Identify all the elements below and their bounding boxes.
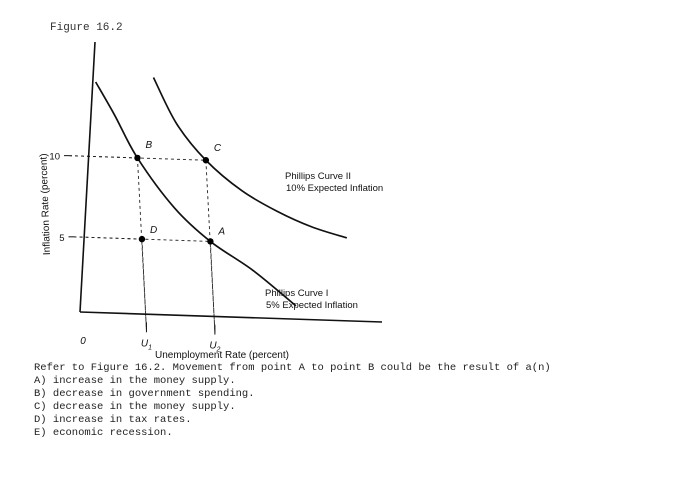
- point-label-D: D: [150, 225, 157, 236]
- figure-label: Figure 16.2: [50, 22, 123, 34]
- guide-v-C: [205, 160, 216, 333]
- x-axis-label: Unemployment Rate (percent): [155, 350, 289, 360]
- series-label-1-line-2: 5% Expected Inflation: [266, 300, 358, 311]
- points: A B C D: [134, 140, 225, 245]
- question-block: Refer to Figure 16.2. Movement from poin…: [34, 362, 664, 440]
- point-A: [207, 238, 214, 245]
- series-line-1: [94, 81, 297, 307]
- x-axis: [79, 311, 383, 323]
- guide-h-B: [68, 155, 138, 159]
- y-tick-label-10: 10: [49, 152, 60, 163]
- answer-option: B) decrease in government spending.: [34, 388, 255, 400]
- point-label-A: A: [217, 226, 225, 237]
- point-C: [202, 157, 210, 164]
- answer-option: A) increase in the money supply.: [34, 375, 236, 387]
- phillips-curve-chart: 5 10 0 U1 U2 A B C D Phillips Curve I5% Expecte…: [38, 41, 383, 360]
- x-tick-label-0: 0: [80, 336, 86, 347]
- series-line-2: [152, 77, 348, 239]
- axes: [79, 41, 383, 323]
- question-prompt: Refer to Figure 16.2. Movement from poin…: [34, 362, 551, 374]
- answer-option: D) increase in tax rates.: [34, 414, 192, 426]
- y-axis: [79, 41, 96, 313]
- guide-lines: [68, 155, 216, 333]
- series-label-2-line-1: Phillips Curve II: [285, 171, 351, 182]
- x-tick-label-U2: U2: [209, 341, 220, 354]
- answer-option: C) decrease in the money supply.: [34, 401, 236, 413]
- y-tick-label-5: 5: [59, 233, 64, 244]
- point-label-C: C: [214, 143, 222, 154]
- series-label-1-line-1: Phillips Curve I: [265, 288, 328, 299]
- point-D: [138, 235, 146, 243]
- answer-options: A) increase in the money supply. B) decre…: [34, 375, 664, 440]
- curves: [94, 77, 348, 307]
- guide-v-B: [136, 157, 147, 331]
- x-tick-label-U1: U1: [141, 338, 152, 351]
- curve-labels: Phillips Curve I5% Expected Inflation Phi…: [265, 171, 383, 311]
- ticks: 5 10 0 U1 U2: [49, 152, 220, 354]
- point-label-B: B: [145, 140, 152, 151]
- series-label-2-line-2: 10% Expected Inflation: [286, 183, 383, 194]
- answer-option: E) economic recession.: [34, 427, 173, 439]
- y-axis-label: Inflation Rate (percent): [38, 153, 53, 255]
- point-B: [134, 154, 141, 162]
